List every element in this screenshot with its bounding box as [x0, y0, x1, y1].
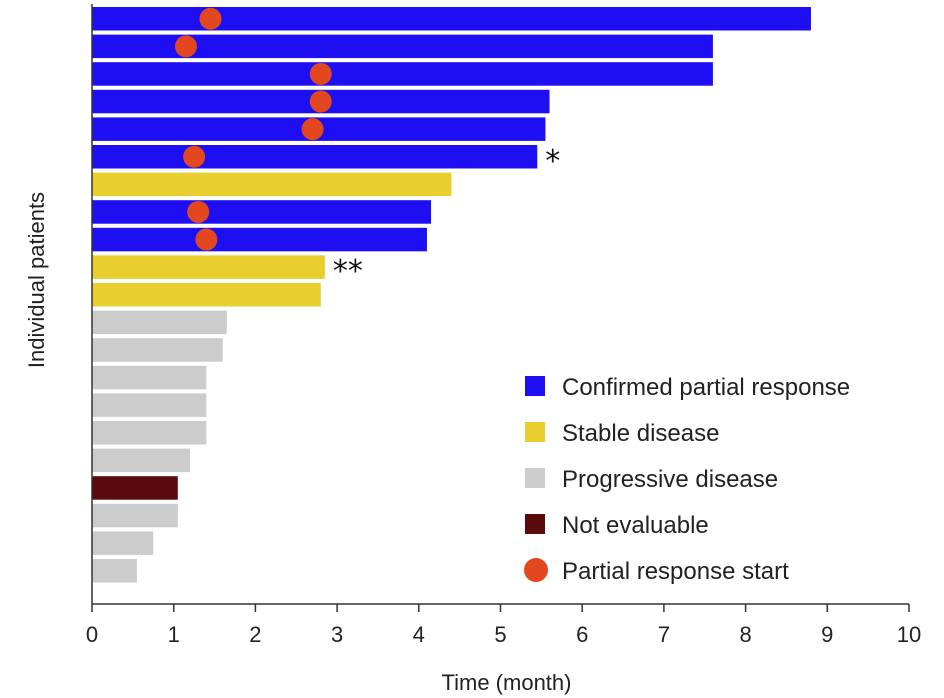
patient-bar-9 — [92, 227, 427, 252]
x-ticks-group: 0 1 2 3 4 5 6 7 8 9 10 — [86, 604, 921, 647]
patient-bar-3 — [92, 62, 713, 86]
patient-bar-19 — [92, 503, 178, 528]
legend-label-stable_disease: Stable disease — [562, 420, 719, 447]
patient-bar-1 — [92, 7, 811, 31]
legend: Confirmed partial response Stable disease… — [524, 374, 850, 585]
patient-bar-2 — [92, 34, 713, 59]
legend-label-progressive_disease: Progressive disease — [562, 466, 778, 493]
response-start-marker-6 — [183, 145, 206, 168]
patient-bar-20 — [92, 531, 154, 555]
x-tick-label-6: 6 — [576, 622, 588, 647]
x-tick-label-0: 0 — [86, 622, 98, 647]
legend-swatch-progressive_disease — [525, 468, 545, 488]
response-start-marker-8 — [187, 200, 210, 223]
patient-bar-18 — [92, 476, 178, 500]
patient-bar-16 — [92, 421, 207, 445]
annotations-group: *** — [333, 144, 560, 289]
patient-bar-7 — [92, 172, 452, 197]
legend-marker-partial_response_start — [524, 558, 548, 582]
patient-bar-6 — [92, 145, 538, 169]
x-tick-label-9: 9 — [821, 622, 833, 647]
patient-bar-21 — [92, 559, 137, 583]
patient-bar-17 — [92, 448, 191, 473]
x-tick-label-10: 10 — [897, 622, 921, 647]
response-markers-group — [174, 7, 332, 251]
response-start-marker-4 — [309, 90, 332, 113]
bar-annotation-6: * — [545, 144, 560, 179]
response-start-marker-3 — [309, 62, 332, 85]
response-start-marker-5 — [301, 118, 324, 141]
patient-bar-12 — [92, 310, 227, 335]
response-start-marker-9 — [195, 228, 218, 251]
patient-bar-11 — [92, 283, 321, 307]
bars-group — [92, 7, 811, 583]
patient-bar-13 — [92, 338, 223, 362]
x-tick-label-1: 1 — [168, 622, 180, 647]
response-start-marker-2 — [174, 35, 197, 58]
legend-swatch-not_evaluable — [525, 514, 545, 534]
patient-bar-10 — [92, 255, 325, 279]
x-axis-title: Time (month) — [442, 670, 572, 695]
x-tick-label-7: 7 — [658, 622, 670, 647]
x-tick-label-4: 4 — [413, 622, 425, 647]
legend-swatch-confirmed_partial_response — [525, 376, 545, 396]
legend-label-not_evaluable: Not evaluable — [562, 512, 709, 539]
x-tick-label-8: 8 — [739, 622, 751, 647]
x-tick-label-3: 3 — [331, 622, 343, 647]
y-axis-title: Individual patients — [24, 192, 49, 368]
patient-bar-14 — [92, 365, 207, 390]
patient-bar-8 — [92, 200, 432, 224]
legend-label-partial_response_start: Partial response start — [562, 558, 789, 585]
patient-bar-15 — [92, 393, 207, 417]
bar-annotation-10: ** — [333, 254, 363, 289]
x-tick-label-5: 5 — [494, 622, 506, 647]
response-start-marker-1 — [199, 7, 222, 30]
legend-swatch-stable_disease — [525, 422, 545, 442]
x-tick-label-2: 2 — [249, 622, 261, 647]
legend-label-confirmed_partial_response: Confirmed partial response — [562, 374, 850, 401]
